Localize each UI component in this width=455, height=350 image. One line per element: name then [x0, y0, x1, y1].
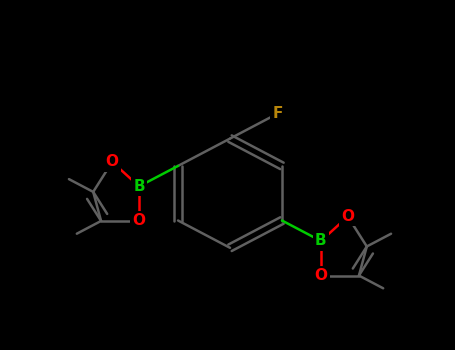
Text: B: B	[133, 179, 145, 194]
Text: F: F	[273, 106, 283, 121]
Text: O: O	[314, 268, 328, 283]
Text: O: O	[106, 154, 119, 169]
Text: O: O	[341, 209, 354, 224]
Text: O: O	[132, 214, 146, 229]
Text: B: B	[315, 233, 327, 248]
